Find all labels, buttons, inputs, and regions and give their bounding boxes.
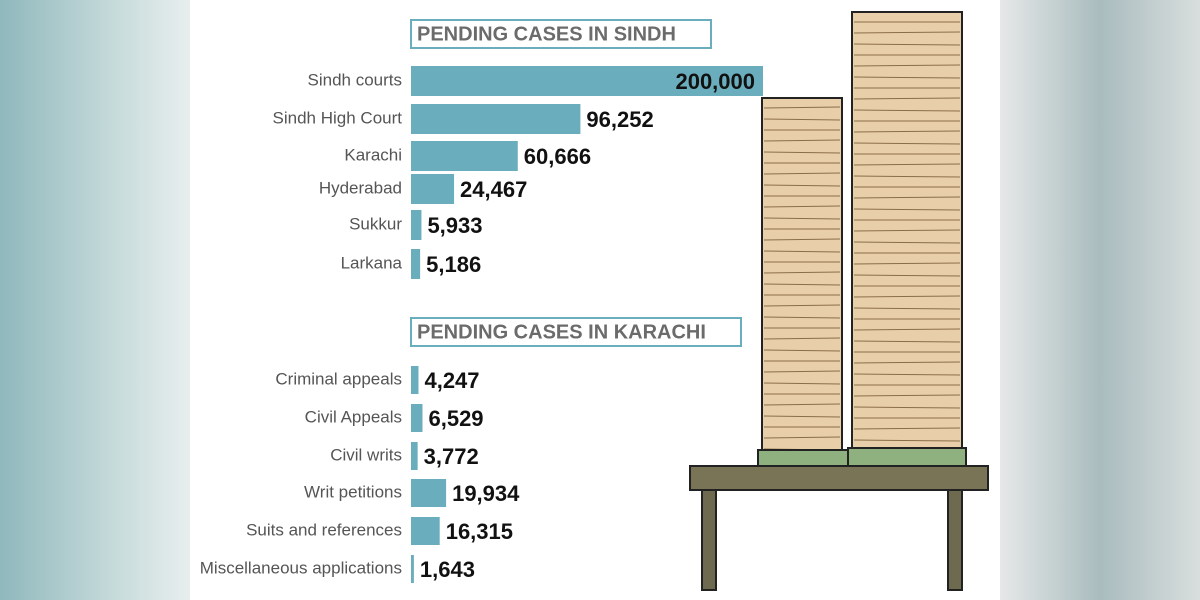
category-label: Civil writs	[330, 445, 402, 464]
category-label: Miscellaneous applications	[200, 558, 402, 577]
paper-edge	[853, 76, 961, 79]
category-label: Suits and references	[246, 520, 402, 539]
paper-edge	[763, 304, 841, 307]
bar	[411, 517, 440, 545]
title-box	[410, 317, 742, 347]
paper-edge	[853, 241, 961, 244]
value-label: 200,000	[675, 69, 755, 94]
illustration	[689, 11, 989, 591]
category-label: Criminal appeals	[275, 369, 402, 388]
paper-edge	[853, 274, 961, 277]
value-label: 6,529	[428, 406, 483, 431]
paper-edge	[853, 229, 961, 232]
bar	[411, 555, 414, 583]
paper-edge	[763, 382, 841, 385]
paper-edge	[853, 307, 961, 310]
paper-edge	[853, 64, 961, 67]
paper-edge	[853, 43, 961, 46]
paper-edge	[853, 328, 961, 331]
bar	[411, 404, 423, 432]
paper-edge	[853, 208, 961, 211]
bar	[411, 66, 763, 96]
paper-edge	[763, 184, 841, 187]
bar	[411, 479, 447, 507]
paper-edge	[763, 349, 841, 352]
paper-edge	[853, 31, 961, 34]
value-label: 16,315	[446, 519, 513, 544]
bar	[411, 174, 455, 204]
paper-edge	[763, 337, 841, 340]
bar	[411, 210, 422, 240]
paper-edge	[853, 295, 961, 298]
bar	[411, 104, 581, 134]
paper-edge	[853, 142, 961, 145]
paper-edge	[763, 172, 841, 175]
paper-edge	[763, 217, 841, 220]
category-label: Sukkur	[349, 214, 402, 233]
chart-title: PENDING CASES IN SINDH	[417, 23, 676, 45]
paper-edge	[853, 340, 961, 343]
paper-edge	[853, 394, 961, 397]
value-label: 24,467	[460, 177, 527, 202]
value-label: 1,643	[420, 557, 475, 582]
paper-edge	[763, 436, 841, 439]
category-label: Karachi	[344, 145, 402, 164]
paper-edge	[853, 109, 961, 112]
value-label: 19,934	[452, 481, 520, 506]
value-label: 5,186	[426, 252, 481, 277]
paper-edge	[763, 415, 841, 418]
paper-edge	[853, 361, 961, 364]
paper-edge	[763, 151, 841, 154]
bar	[411, 442, 418, 470]
chart-title: PENDING CASES IN KARACHI	[417, 321, 706, 343]
paper-edge	[763, 370, 841, 373]
paper-edge	[763, 118, 841, 121]
paper-edge	[853, 97, 961, 100]
title-box	[410, 19, 712, 49]
paper-edge	[763, 316, 841, 319]
category-label: Larkana	[341, 253, 403, 272]
bar	[411, 366, 419, 394]
category-label: Writ petitions	[304, 482, 402, 501]
bar	[411, 141, 518, 171]
paper-edge	[763, 106, 841, 109]
paper-edge	[853, 196, 961, 199]
bar	[411, 249, 421, 279]
paper-edge	[763, 205, 841, 208]
paper-edge	[853, 130, 961, 133]
paper-edge	[853, 163, 961, 166]
category-label: Hyderabad	[319, 178, 402, 197]
paper-edge	[763, 283, 841, 286]
paper-edge	[853, 175, 961, 178]
value-label: 96,252	[586, 107, 653, 132]
paper-edge	[763, 250, 841, 253]
category-label: Sindh High Court	[273, 108, 403, 127]
paper-edge	[763, 238, 841, 241]
value-label: 4,247	[424, 368, 479, 393]
category-label: Civil Appeals	[305, 407, 402, 426]
paper-edge	[763, 403, 841, 406]
paper-edge	[853, 373, 961, 376]
paper-edge	[763, 139, 841, 142]
value-label: 5,933	[427, 213, 482, 238]
paper-edge	[853, 439, 961, 442]
paper-edge	[853, 262, 961, 265]
paper-edge	[853, 427, 961, 430]
category-label: Sindh courts	[308, 70, 403, 89]
value-label: 3,772	[424, 444, 479, 469]
value-label: 60,666	[524, 144, 591, 169]
paper-edge	[763, 271, 841, 274]
paper-edge	[853, 406, 961, 409]
